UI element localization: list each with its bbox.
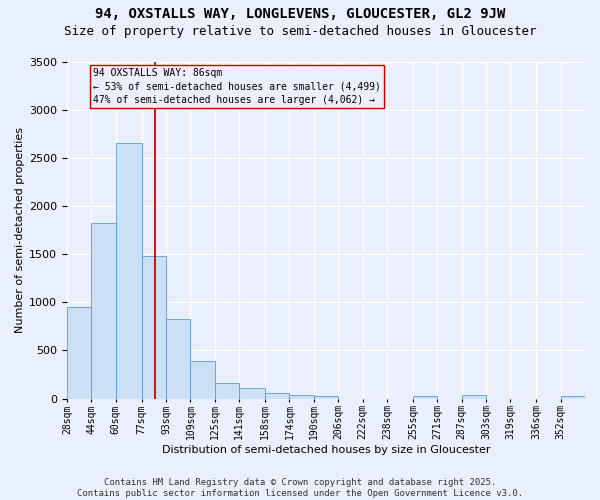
Bar — [289, 396, 314, 398]
Bar — [116, 144, 142, 398]
Bar — [413, 396, 437, 398]
Bar — [560, 396, 585, 398]
X-axis label: Distribution of semi-detached houses by size in Gloucester: Distribution of semi-detached houses by … — [162, 445, 490, 455]
Bar — [239, 388, 265, 398]
Bar — [142, 256, 166, 398]
Text: 94, OXSTALLS WAY, LONGLEVENS, GLOUCESTER, GL2 9JW: 94, OXSTALLS WAY, LONGLEVENS, GLOUCESTER… — [95, 8, 505, 22]
Bar — [314, 396, 338, 398]
Text: Contains HM Land Registry data © Crown copyright and database right 2025.
Contai: Contains HM Land Registry data © Crown c… — [77, 478, 523, 498]
Bar — [67, 307, 91, 398]
Bar — [91, 224, 116, 398]
Bar — [461, 396, 486, 398]
Y-axis label: Number of semi-detached properties: Number of semi-detached properties — [15, 127, 25, 333]
Text: 94 OXSTALLS WAY: 86sqm
← 53% of semi-detached houses are smaller (4,499)
47% of : 94 OXSTALLS WAY: 86sqm ← 53% of semi-det… — [93, 68, 381, 104]
Bar — [190, 361, 215, 399]
Bar — [166, 318, 190, 398]
Bar — [265, 393, 289, 398]
Bar — [215, 382, 239, 398]
Text: Size of property relative to semi-detached houses in Gloucester: Size of property relative to semi-detach… — [64, 25, 536, 38]
